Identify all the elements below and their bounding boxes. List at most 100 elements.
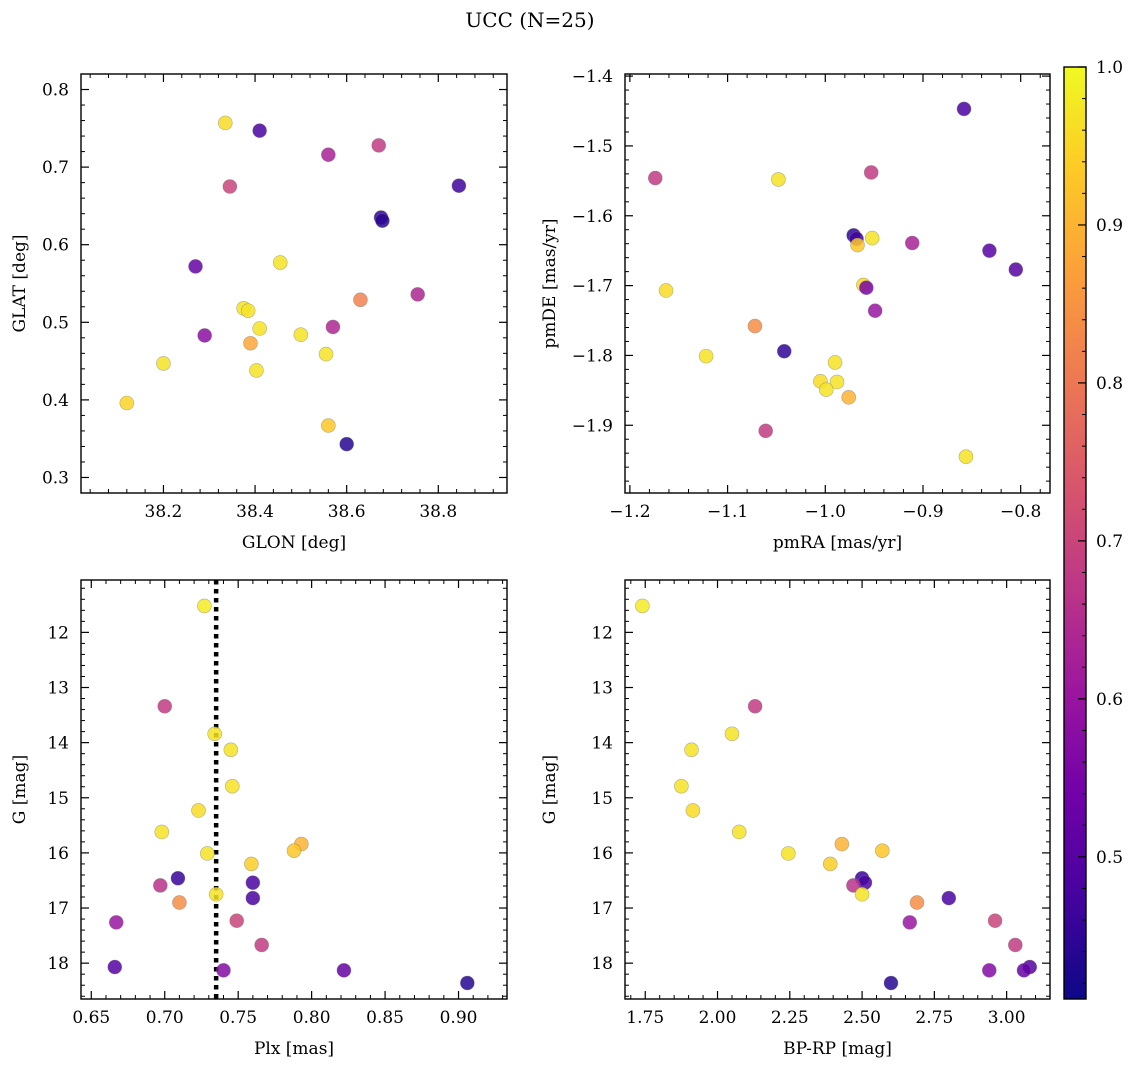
panel-pmra-pmde: −1.2 −1.1 −1.0 −0.9 −0.8 −1.9 −1.8 −1.7 −1.6 −1.5… <box>540 67 1051 553</box>
scatter-point <box>197 598 212 614</box>
y-tick-label: 12 <box>591 623 613 643</box>
y-tick-label: 18 <box>47 954 69 974</box>
x-axis-label: BP-RP [mag] <box>783 1039 892 1059</box>
minor-ticks <box>625 74 1050 493</box>
y-axis-label: pmDE [mas/yr] <box>540 218 560 348</box>
axes-frame <box>80 73 508 494</box>
x-tick-label: −1.0 <box>805 502 846 522</box>
scatter-point <box>956 101 972 117</box>
scatter-point <box>318 346 334 362</box>
scatter-point <box>188 259 203 274</box>
scatter-point <box>154 824 170 840</box>
y-tick-label: −1.8 <box>572 346 613 366</box>
scatter-point <box>1008 262 1024 277</box>
y-tick-label: 13 <box>591 679 613 699</box>
scatter-point <box>321 147 336 162</box>
scatter-point <box>207 726 222 742</box>
scatter-point <box>208 886 224 902</box>
y-axis-label: G [mag] <box>540 755 560 824</box>
scatter-point <box>982 243 997 258</box>
scatter-point <box>191 803 206 818</box>
scatter-point <box>698 348 714 364</box>
scatter-point <box>850 237 865 253</box>
y-tick-label: 16 <box>591 844 613 864</box>
x-tick-label: −1.1 <box>707 502 748 522</box>
x-tick-label: 2.25 <box>771 1008 809 1028</box>
x-tick-label: −1.2 <box>609 502 650 522</box>
y-tick-label: 0.6 <box>42 236 69 256</box>
scatter-point <box>197 328 212 343</box>
x-axis-label: GLON [deg] <box>242 533 346 553</box>
scatter-point <box>451 178 467 194</box>
x-tick-label: −0.9 <box>902 502 943 522</box>
scatter-point <box>776 343 792 359</box>
x-tick-label: 0.75 <box>219 1008 257 1028</box>
scatter-point <box>958 449 974 464</box>
scatter-point <box>859 280 874 295</box>
x-tick-label: 3.00 <box>988 1008 1026 1028</box>
scatter-point <box>119 395 135 411</box>
x-tick-label: 1.75 <box>626 1008 664 1028</box>
scatter-point <box>904 235 920 251</box>
scatter-point <box>172 895 187 910</box>
scatter-point <box>339 436 354 452</box>
scatter-point <box>854 886 870 902</box>
scatter-point <box>747 318 763 334</box>
scatter-point <box>223 742 239 758</box>
x-tick-label: 38.2 <box>145 502 183 522</box>
scatter-point <box>867 303 883 319</box>
y-tick-label: −1.9 <box>572 416 613 436</box>
scatter-point <box>1008 937 1023 953</box>
y-tick-label: 12 <box>47 623 69 643</box>
panel-glon-glat: 38.2 38.4 38.6 38.8 0.3 0.4 0.5 0.6 0.7 0.8 GLON [… <box>10 73 508 553</box>
x-axis-label: Plx [mas] <box>254 1039 334 1059</box>
scatter-point <box>771 172 786 187</box>
scatter-point <box>200 846 215 861</box>
colorbar-tick-label: 0.5 <box>1096 848 1123 868</box>
scatter-point <box>252 123 267 138</box>
x-tick-label: 0.70 <box>146 1008 184 1028</box>
y-tick-label: 0.3 <box>42 468 69 488</box>
y-tick-label: 14 <box>47 734 69 754</box>
scatter-point <box>684 742 699 758</box>
y-tick-label: 0.5 <box>42 313 69 333</box>
scatter-point <box>153 878 168 893</box>
scatter-point <box>225 778 240 794</box>
x-tick-label: 2.00 <box>699 1008 737 1028</box>
y-tick-label: 0.8 <box>42 81 69 101</box>
y-tick-label: 17 <box>47 899 69 919</box>
x-tick-label: 38.8 <box>419 502 457 522</box>
scatter-point <box>941 890 957 906</box>
scatter-point <box>822 856 838 872</box>
colorbar-gradient <box>1064 67 1086 999</box>
scatter-point <box>883 975 899 991</box>
axes-frame <box>624 579 1051 1000</box>
scatter-point <box>410 287 425 302</box>
axes-frame <box>80 579 508 1000</box>
y-tick-label: 13 <box>47 679 69 699</box>
scatter-point <box>635 598 650 614</box>
scatter-point <box>293 327 309 343</box>
scatter-point <box>156 356 171 371</box>
scatter-point <box>245 875 261 890</box>
scatter-point <box>827 355 843 370</box>
minor-ticks <box>81 580 507 999</box>
scatter-point <box>254 937 269 953</box>
minor-ticks <box>81 73 507 493</box>
scatter-point <box>222 179 238 194</box>
x-axis-label: pmRA [mas/yr] <box>773 533 902 553</box>
scatter-point <box>229 913 245 929</box>
y-tick-label: −1.7 <box>572 277 613 297</box>
scatter-point <box>1016 963 1032 978</box>
x-tick-label: 0.90 <box>440 1008 478 1028</box>
y-tick-label: −1.5 <box>572 137 613 157</box>
scatter-point <box>107 959 123 975</box>
panel-plx-g: 0.65 0.70 0.75 0.80 0.85 0.90 12 13 14 15 16 17 18 Pl… <box>10 579 508 1059</box>
scatter-point <box>286 843 302 858</box>
scatter-point <box>724 726 740 742</box>
scatter-point <box>353 292 368 308</box>
scatter-point <box>216 963 231 978</box>
axes-frame <box>624 73 1051 494</box>
scatter-point <box>864 230 880 246</box>
x-tick-label: 0.85 <box>366 1008 404 1028</box>
